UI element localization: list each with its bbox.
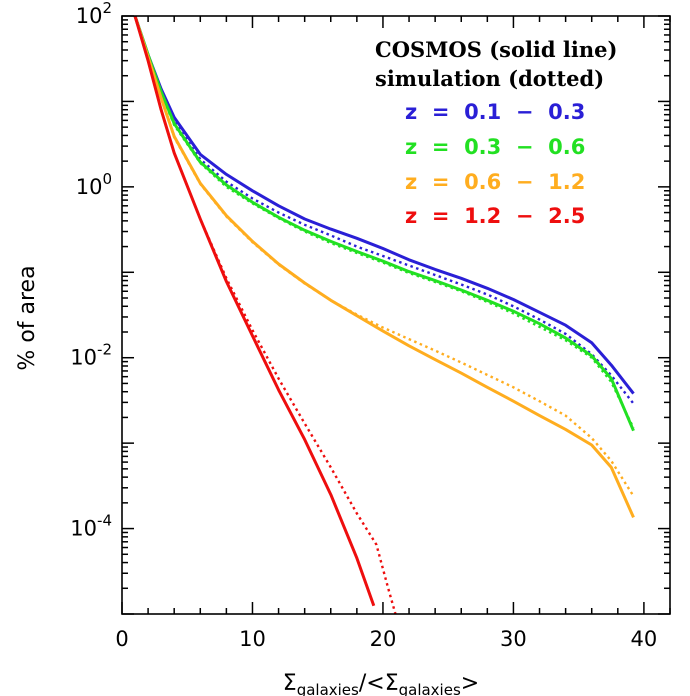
y-tick-label: 10-2 — [70, 341, 112, 370]
legend-entry-z-0.1-0.3: z = 0.1 − 0.3 — [405, 100, 585, 124]
series-2 — [133, 16, 635, 519]
plot-frame — [121, 15, 671, 615]
series-layer — [133, 16, 635, 614]
x-tick-label: 0 — [115, 627, 128, 651]
y-tick-label: 100 — [76, 170, 112, 199]
axes-layer — [121, 15, 671, 615]
legend-entry-z-1.2-2.5: z = 1.2 − 2.5 — [405, 204, 585, 228]
y-axis-title: % of area — [15, 265, 40, 370]
series-1 — [133, 16, 635, 432]
series-3-simulation-line — [133, 16, 397, 614]
series-2-cosmos-line — [133, 16, 635, 519]
y-tick-label: 10-4 — [70, 512, 112, 541]
legend: COSMOS (solid line) simulation (dotted) … — [375, 37, 617, 228]
legend-entry-z-0.6-1.2: z = 0.6 − 1.2 — [405, 170, 585, 194]
series-0 — [133, 16, 635, 405]
x-tick-label: 10 — [239, 627, 266, 651]
x-tick-label: 40 — [631, 627, 658, 651]
series-0-cosmos-line — [133, 16, 635, 395]
x-tick-label: 20 — [370, 627, 397, 651]
x-axis-title: Σgalaxies/<Σgalaxies> — [283, 671, 479, 696]
series-1-cosmos-line — [133, 16, 635, 432]
series-3-cosmos-line — [133, 16, 376, 607]
y-tick-label: 102 — [76, 0, 112, 28]
legend-entry-z-0.3-0.6: z = 0.3 − 0.6 — [405, 135, 585, 159]
x-tick-label: 30 — [500, 627, 527, 651]
series-3 — [133, 16, 397, 614]
ticks-layer: 0 10 20 30 40 102 100 10-2 10-4 — [70, 0, 671, 651]
legend-header-2: simulation (dotted) — [375, 66, 604, 91]
legend-header-1: COSMOS (solid line) — [375, 37, 617, 62]
